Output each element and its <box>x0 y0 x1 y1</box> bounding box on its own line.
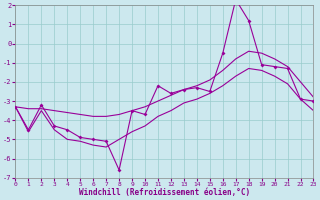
X-axis label: Windchill (Refroidissement éolien,°C): Windchill (Refroidissement éolien,°C) <box>79 188 250 197</box>
